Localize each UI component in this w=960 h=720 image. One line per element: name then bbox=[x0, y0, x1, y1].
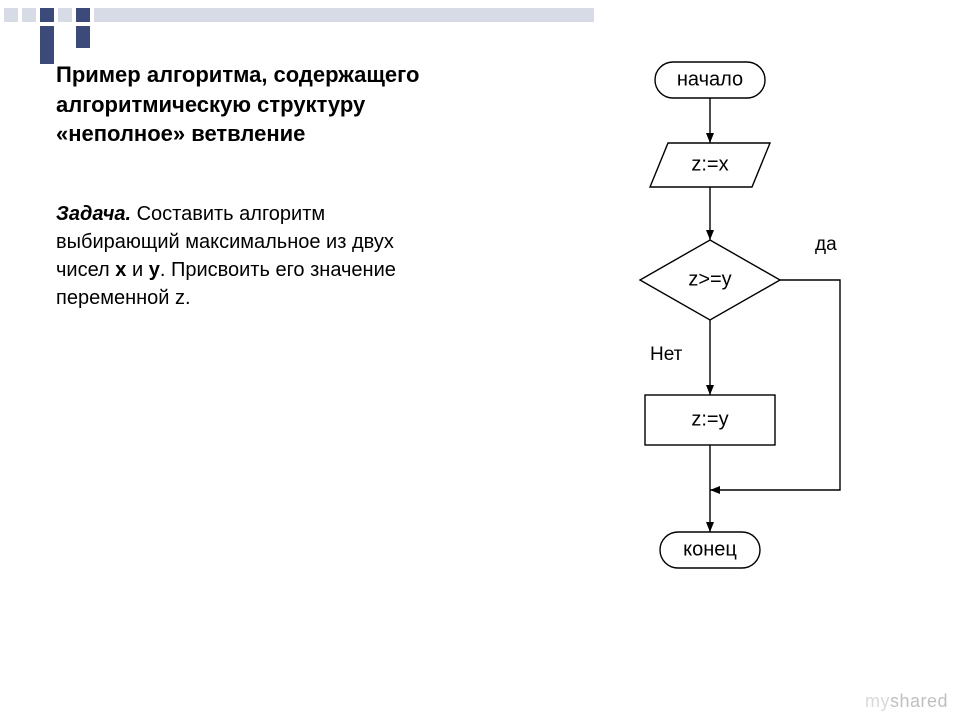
label-yes: да bbox=[815, 234, 837, 255]
node-cond-label: z>=y bbox=[688, 268, 731, 290]
deco-square bbox=[40, 26, 54, 64]
deco-square bbox=[76, 8, 90, 22]
deco-square bbox=[58, 8, 72, 22]
deco-square bbox=[94, 8, 594, 22]
watermark-b: shared bbox=[890, 691, 948, 711]
task-line3b: и bbox=[126, 259, 148, 281]
label-no: Нет bbox=[650, 344, 683, 365]
flowchart: начало z:=x z>=y z:=y конец да Нет bbox=[540, 50, 920, 630]
task-line1-rest: Составить алгоритм bbox=[131, 203, 325, 225]
title-line-3: «неполное» ветвление bbox=[56, 119, 419, 149]
arrow-head bbox=[706, 230, 714, 240]
node-start-label: начало bbox=[677, 68, 743, 90]
node-end-label: конец bbox=[683, 538, 737, 560]
watermark: myshared bbox=[865, 691, 948, 712]
task-line4: переменной z. bbox=[56, 284, 456, 312]
arrow-head bbox=[706, 385, 714, 395]
task-var-y: y bbox=[149, 259, 160, 281]
slide-title: Пример алгоритма, содержащего алгоритмич… bbox=[56, 60, 419, 149]
arrow-head bbox=[706, 133, 714, 143]
deco-square bbox=[40, 8, 54, 22]
task-line2: выбирающий максимальное из двух bbox=[56, 228, 456, 256]
title-line-1: Пример алгоритма, содержащего bbox=[56, 60, 419, 90]
deco-square bbox=[22, 8, 36, 22]
deco-square bbox=[4, 8, 18, 22]
task-line3c: . Присвоить его значение bbox=[160, 259, 396, 281]
watermark-a: my bbox=[865, 691, 890, 711]
task-var-x: x bbox=[115, 259, 126, 281]
task-text: Задача. Составить алгоритм выбирающий ма… bbox=[56, 200, 456, 312]
edge-bypass bbox=[710, 280, 840, 490]
title-line-2: алгоритмическую структуру bbox=[56, 90, 419, 120]
arrow-head bbox=[706, 522, 714, 532]
node-assign1-label: z:=x bbox=[691, 153, 728, 175]
task-line3a: чисел bbox=[56, 259, 115, 281]
arrow-head bbox=[710, 486, 720, 494]
deco-square bbox=[76, 26, 90, 48]
task-label: Задача. bbox=[56, 203, 131, 225]
node-assign2-label: z:=y bbox=[691, 408, 728, 430]
